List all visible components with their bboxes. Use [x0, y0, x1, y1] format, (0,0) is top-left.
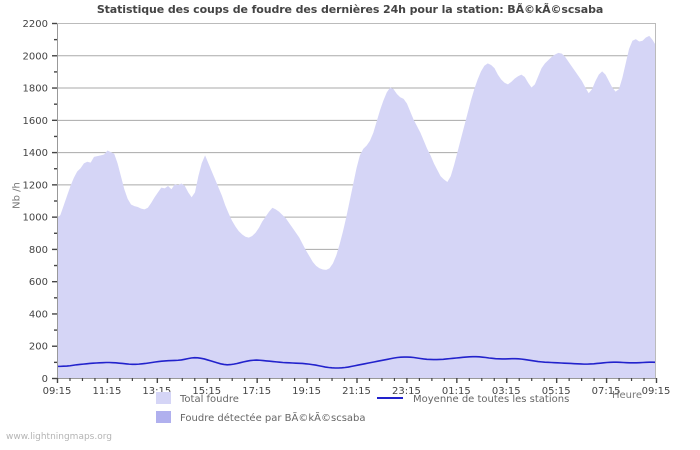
x-tick-label: 09:15: [43, 386, 72, 397]
x-tick-label: 21:15: [342, 386, 371, 397]
legend-swatch-foudre-detectee: [156, 411, 171, 423]
x-tick-label: 03:15: [492, 386, 521, 397]
x-tick-label: 11:15: [93, 386, 122, 397]
legend-line-moyenne: [377, 397, 403, 399]
y-axis-title: Nb /h: [11, 182, 23, 209]
x-tick-label: 01:15: [442, 386, 471, 397]
y-tick-label: 600: [29, 277, 48, 288]
x-tick-label: 09:15: [642, 386, 671, 397]
y-tick-label: 2200: [23, 19, 48, 30]
y-tick-label: 1200: [23, 180, 48, 191]
y-tick-label: 2000: [23, 51, 48, 62]
y-tick-label: 200: [29, 342, 48, 353]
legend-label-total-foudre: Total foudre: [180, 394, 239, 405]
chart-title: Statistique des coups de foudre des dern…: [96, 3, 604, 16]
x-tick-label: 05:15: [542, 386, 571, 397]
x-tick-label: 17:15: [242, 386, 271, 397]
x-tick-label: 15:15: [192, 386, 221, 397]
footer-credit: www.lightningmaps.org: [6, 432, 112, 442]
area-series-total-foudre: [57, 35, 656, 378]
x-tick-label: 23:15: [392, 386, 421, 397]
x-tick-label: 07:15: [592, 386, 621, 397]
y-tick-label: 400: [29, 309, 48, 320]
legend-label-moyenne: Moyenne de toutes les stations: [413, 394, 570, 405]
y-tick-label: 1000: [23, 213, 48, 224]
y-tick-label: 0: [42, 374, 48, 385]
legend-label-foudre-detectee: Foudre détectée par BÃ©kÃ©scsaba: [180, 413, 366, 424]
y-tick-label: 800: [29, 245, 48, 256]
line-series-moyenne: [57, 355, 657, 369]
legend-swatch-total-foudre: [156, 392, 171, 404]
x-tick-label: 13:15: [142, 386, 171, 397]
chart-legend: Total foudre Moyenne de toutes les stati…: [0, 392, 700, 426]
y-tick-label: 1800: [23, 84, 48, 95]
x-tick-label: 19:15: [292, 386, 321, 397]
x-axis-title: Heure: [612, 390, 643, 401]
y-tick-label: 1600: [23, 116, 48, 127]
y-tick-label: 1400: [23, 148, 48, 159]
